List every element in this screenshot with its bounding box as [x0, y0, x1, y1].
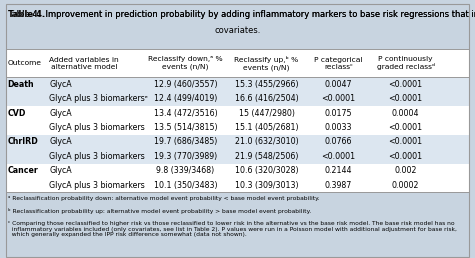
Text: Cancer: Cancer — [8, 166, 38, 175]
Text: 19.7 (686/3485): 19.7 (686/3485) — [154, 138, 217, 147]
Text: Reclassify up,ᵇ %
events (n/N): Reclassify up,ᵇ % events (n/N) — [234, 56, 299, 71]
Text: GlycA plus 3 biomarkers: GlycA plus 3 biomarkers — [49, 123, 145, 132]
Bar — [6, 178, 469, 192]
Text: GlycA: GlycA — [49, 80, 72, 89]
Text: 0.0033: 0.0033 — [324, 123, 352, 132]
Text: Reclassify down,ᵃ %
events (n/N): Reclassify down,ᵃ % events (n/N) — [148, 56, 223, 70]
Text: 15.1 (405/2681): 15.1 (405/2681) — [235, 123, 298, 132]
Bar — [6, 4, 469, 49]
Bar — [6, 149, 469, 164]
Text: 0.002: 0.002 — [394, 166, 417, 175]
Text: CVD: CVD — [8, 109, 26, 118]
Text: Added variables in
alternative model: Added variables in alternative model — [49, 57, 119, 70]
Bar — [6, 135, 469, 149]
Text: 0.3987: 0.3987 — [325, 181, 352, 190]
Text: <0.0001: <0.0001 — [389, 94, 423, 103]
Bar — [6, 77, 469, 92]
Text: GlycA: GlycA — [49, 109, 72, 118]
Text: GlycA: GlycA — [49, 166, 72, 175]
Text: covariates.: covariates. — [214, 26, 261, 35]
Text: <0.0001: <0.0001 — [321, 94, 355, 103]
Text: 12.9 (460/3557): 12.9 (460/3557) — [153, 80, 217, 89]
Text: P categorical
reclassᶜ: P categorical reclassᶜ — [314, 57, 362, 70]
Text: GlycA plus 3 biomarkers: GlycA plus 3 biomarkers — [49, 152, 145, 161]
Text: 13.5 (514/3815): 13.5 (514/3815) — [153, 123, 217, 132]
Text: P continuously
graded reclassᵈ: P continuously graded reclassᵈ — [377, 56, 435, 70]
Text: Outcome: Outcome — [8, 60, 42, 66]
Text: 0.0175: 0.0175 — [324, 109, 352, 118]
Text: 0.0047: 0.0047 — [324, 80, 352, 89]
Bar — [6, 164, 469, 178]
Text: 21.9 (548/2506): 21.9 (548/2506) — [235, 152, 298, 161]
Text: ChrIRD: ChrIRD — [8, 138, 38, 147]
Text: 0.0004: 0.0004 — [392, 109, 419, 118]
Text: <0.0001: <0.0001 — [321, 152, 355, 161]
Text: 21.0 (632/3010): 21.0 (632/3010) — [235, 138, 298, 147]
Text: Table 4.: Table 4. — [8, 10, 45, 19]
Text: Table 4.  Improvement in prediction probability by adding inflammatory markers t: Table 4. Improvement in prediction proba… — [8, 10, 475, 19]
Text: <0.0001: <0.0001 — [389, 80, 423, 89]
Text: Table 4.  Improvement in prediction probability by adding inflammatory markers t: Table 4. Improvement in prediction proba… — [8, 10, 475, 19]
Text: Table 4.: Table 4. — [8, 10, 45, 19]
Text: 19.3 (770/3989): 19.3 (770/3989) — [154, 152, 217, 161]
Text: ᵇ Reclassification probability up: alternative model event probability > base mo: ᵇ Reclassification probability up: alter… — [8, 208, 311, 214]
Text: 15 (447/2980): 15 (447/2980) — [238, 109, 294, 118]
Text: <0.0001: <0.0001 — [389, 152, 423, 161]
Bar — [6, 106, 469, 120]
Bar — [6, 49, 469, 77]
Text: <0.0001: <0.0001 — [389, 123, 423, 132]
Bar — [6, 92, 469, 106]
Text: 15.3 (455/2966): 15.3 (455/2966) — [235, 80, 298, 89]
Text: 0.0002: 0.0002 — [392, 181, 419, 190]
Text: GlycA: GlycA — [49, 138, 72, 147]
Text: Table 4.: Table 4. — [8, 10, 45, 19]
Text: 9.8 (339/3468): 9.8 (339/3468) — [156, 166, 214, 175]
Text: ᶜ Comparing those reclassified to higher risk vs those reclassified to lower ris: ᶜ Comparing those reclassified to higher… — [8, 221, 456, 237]
Text: Death: Death — [8, 80, 34, 89]
Text: 10.3 (309/3013): 10.3 (309/3013) — [235, 181, 298, 190]
Text: 0.2144: 0.2144 — [324, 166, 352, 175]
Text: 0.0766: 0.0766 — [324, 138, 352, 147]
Text: 10.1 (350/3483): 10.1 (350/3483) — [153, 181, 217, 190]
Text: GlycA plus 3 biomarkers: GlycA plus 3 biomarkers — [49, 181, 145, 190]
Bar — [6, 120, 469, 135]
Text: <0.0001: <0.0001 — [389, 138, 423, 147]
Text: 10.6 (320/3028): 10.6 (320/3028) — [235, 166, 298, 175]
Text: 12.4 (499/4019): 12.4 (499/4019) — [154, 94, 217, 103]
Text: GlycA plus 3 biomarkersᵉ: GlycA plus 3 biomarkersᵉ — [49, 94, 148, 103]
Text: 13.4 (472/3516): 13.4 (472/3516) — [153, 109, 217, 118]
Text: 16.6 (416/2504): 16.6 (416/2504) — [235, 94, 298, 103]
Text: ᵃ Reclassification probability down: alternative model event probability < base : ᵃ Reclassification probability down: alt… — [8, 196, 319, 201]
